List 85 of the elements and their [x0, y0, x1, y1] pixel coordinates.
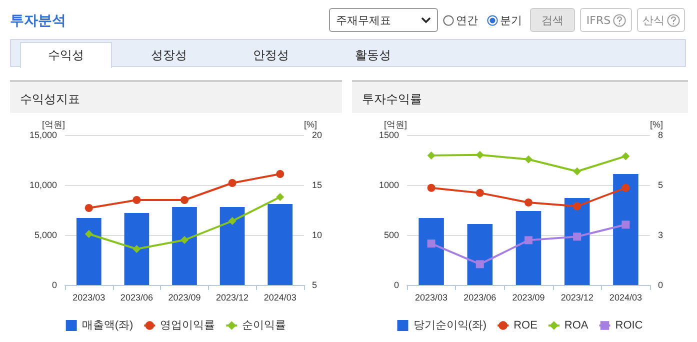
text: 투자분석: [10, 12, 66, 30]
legend-label: ROA: [564, 320, 589, 332]
legend-label: 매출액(좌): [82, 320, 134, 332]
point: [180, 236, 188, 244]
x-tick-label: 2024/03: [609, 292, 642, 302]
x-tick-label: 2023/03: [72, 292, 106, 302]
y-tick-label: 5,000: [34, 230, 57, 240]
point: [476, 150, 484, 159]
point: [573, 232, 582, 241]
point: [84, 230, 93, 238]
x-tick-label: 2023/09: [512, 292, 545, 302]
bar: [268, 204, 293, 285]
y2-tick-label: 0: [658, 280, 664, 290]
text: 검색: [530, 8, 575, 32]
point: [622, 220, 630, 229]
x-tick-label: 2024/03: [264, 292, 296, 302]
y-tick-label: 15,000: [29, 130, 57, 140]
text: 활동성: [354, 46, 392, 64]
y-axis-title: [억원]: [384, 120, 407, 130]
y2-tick-label: 5: [658, 180, 664, 190]
y-tick-label: 500: [384, 230, 399, 240]
text: 안정성: [252, 46, 290, 64]
bar: [418, 218, 444, 285]
bar: [613, 174, 638, 285]
point: [228, 179, 236, 187]
x-tick-label: 2023/09: [168, 292, 201, 302]
bar: [467, 224, 493, 285]
point: [573, 167, 582, 176]
y2-tick-label: 8: [658, 130, 664, 140]
y2-tick-label: 10: [312, 230, 322, 240]
point: [524, 155, 532, 164]
x-tick-label: 2023/12: [560, 292, 594, 302]
point: [132, 196, 141, 204]
point: [427, 240, 436, 248]
point: [524, 198, 532, 206]
y2-axis-title: [%]: [304, 120, 318, 130]
point: [622, 184, 630, 192]
legend-label: 순이익률: [242, 320, 286, 332]
y-axis-title: [억원]: [42, 120, 65, 130]
point: [427, 151, 436, 160]
point: [476, 188, 484, 197]
point: [622, 152, 630, 160]
point: [276, 193, 284, 201]
text: 주재무제표: [336, 12, 391, 28]
x-tick-label: 2023/06: [120, 292, 153, 302]
legend-label: ROIC: [615, 320, 643, 332]
x-tick-label: 2023/06: [464, 292, 496, 302]
x-tick-label: 2023/12: [216, 292, 249, 302]
y-tick-label: 1000: [378, 180, 399, 190]
y2-axis-title: [%]: [650, 120, 664, 130]
point: [524, 236, 532, 244]
x-tick-label: 2023/03: [415, 292, 448, 302]
text: IFRS: [586, 14, 611, 26]
text: 수익성: [20, 42, 112, 68]
point: [84, 204, 93, 212]
bar: [124, 213, 150, 285]
point: [228, 217, 236, 225]
bar: [516, 211, 542, 285]
y-tick-label: 0: [394, 280, 399, 290]
chart-title: 투자수익률: [352, 80, 688, 113]
point: [276, 170, 284, 178]
y2-tick-label: 20: [312, 130, 322, 140]
bar: [564, 198, 590, 285]
legend-label: ROE: [514, 320, 538, 332]
bar: [76, 218, 102, 285]
point: [476, 260, 484, 268]
point: [427, 184, 436, 192]
chart-title: 수익성지표: [10, 80, 342, 113]
bar: [220, 207, 245, 285]
y2-tick-label: 5: [312, 280, 318, 290]
y-tick-label: 1500: [378, 130, 399, 140]
point: [573, 202, 582, 210]
text: 산식: [642, 12, 664, 28]
text: 연간: [456, 12, 478, 28]
point: [180, 196, 188, 204]
point: [132, 245, 141, 253]
y2-tick-label: 3: [658, 230, 664, 240]
legend-label: 당기순이익(좌): [413, 320, 487, 332]
y2-tick-label: 15: [312, 180, 322, 190]
y-tick-label: 0: [52, 280, 57, 290]
text: 성장성: [150, 46, 188, 64]
text: 분기: [500, 12, 522, 28]
y-tick-label: 10,000: [29, 180, 57, 190]
legend-label: 영업이익률: [160, 320, 216, 332]
bar: [172, 207, 197, 285]
